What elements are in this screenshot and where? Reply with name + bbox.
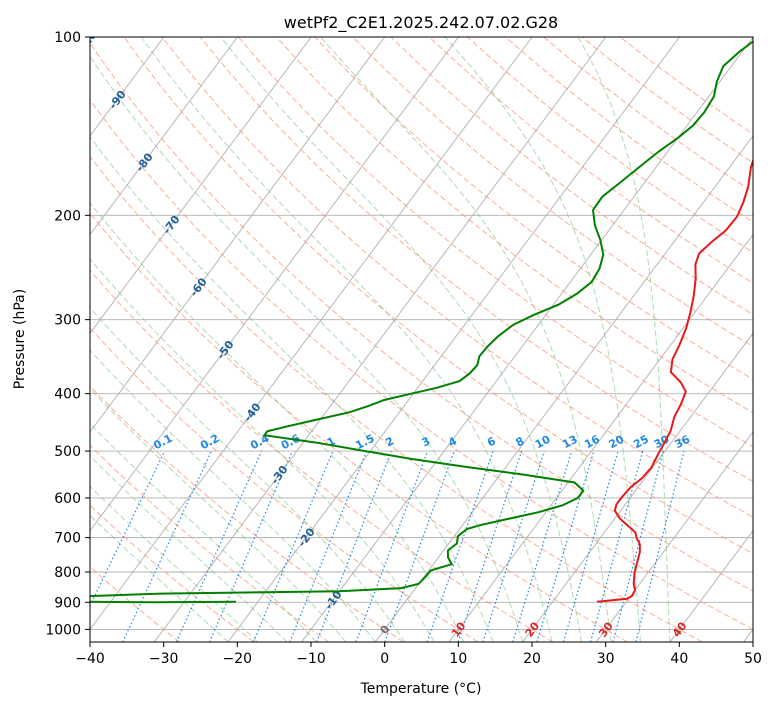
dry-adiabat-line — [161, 37, 753, 518]
moist-adiabat-line — [90, 55, 524, 642]
moist-adiabat-line — [90, 258, 435, 642]
dry-adiabat-line — [90, 327, 479, 642]
x-tick-label: 30 — [597, 651, 615, 667]
chart-title: wetPf2_C2E1.2025.242.07.02.G28 — [284, 13, 558, 33]
background-lines — [90, 37, 753, 642]
mixing-ratio-line — [635, 450, 685, 642]
moist-adiabat-line — [577, 37, 671, 642]
isotherm-gridline — [669, 529, 753, 642]
y-tick-label: 900 — [54, 595, 81, 611]
dry-adiabat-line — [90, 42, 753, 592]
isotherm-gridline — [595, 431, 753, 642]
mixing-ratio-line — [457, 450, 523, 642]
mixing-ratio-line — [482, 450, 545, 642]
moist-adiabat-line — [90, 387, 347, 642]
dry-adiabat-line — [123, 37, 753, 555]
y-tick-label: 100 — [54, 30, 81, 46]
mixing-ratio-line — [252, 450, 334, 642]
y-axis-label: Pressure (hPa) — [12, 289, 28, 389]
moist-adiabat-line — [90, 422, 317, 642]
moist-adiabat-line — [90, 485, 258, 642]
mixing-ratio-line — [90, 450, 166, 607]
dry-adiabat-line — [90, 155, 703, 642]
x-tick-label: 20 — [523, 651, 541, 667]
mixing-ratio-label: 20 — [607, 432, 627, 451]
mixing-ratio-label: 16 — [582, 432, 602, 451]
profiles — [90, 40, 753, 604]
moist-adiabat-line — [90, 135, 494, 642]
dry-adiabat-line — [428, 37, 753, 284]
x-tick-label: 10 — [449, 651, 467, 667]
dry-adiabat-line — [90, 212, 628, 642]
y-tick-label: 200 — [54, 208, 81, 224]
temperature-profile-line — [596, 157, 753, 603]
dewpoint-profile-line — [90, 40, 753, 604]
mixing-ratio-line — [384, 450, 455, 642]
isotherm-gridline — [374, 135, 753, 642]
y-tick-label: 500 — [54, 444, 81, 460]
x-tick-label: 0 — [380, 651, 389, 667]
mixing-ratio-label: 36 — [673, 432, 693, 451]
isotherm-gridline — [90, 37, 386, 433]
mixing-ratio-line — [122, 450, 213, 642]
isotherm-gridline — [90, 37, 238, 236]
y-tick-label: 400 — [54, 387, 81, 403]
moist-adiabat-line — [90, 349, 376, 642]
y-tick-label: 300 — [54, 313, 81, 329]
moist-adiabat-line — [320, 37, 612, 642]
x-tick-label: −10 — [296, 651, 326, 667]
x-axis-ticks: −40 −30 −20 −10 0 10 20 30 40 50 — [75, 642, 762, 667]
mixing-ratio-label: 10 — [533, 433, 553, 452]
dry-adiabat-line — [90, 99, 753, 630]
isotherm-gridline — [90, 37, 312, 335]
plot-frame — [89, 36, 754, 643]
x-axis-label: Temperature (°C) — [360, 681, 482, 697]
x-tick-label: 50 — [744, 651, 762, 667]
dry-adiabat-line — [90, 269, 554, 642]
moist-adiabat-line — [140, 37, 553, 642]
mixing-ratio-label: 13 — [560, 433, 580, 452]
mixing-ratio-line — [426, 450, 494, 642]
y-tick-label: 1000 — [45, 622, 81, 638]
mixing-ratio-line — [512, 450, 573, 642]
dry-adiabat-line — [352, 37, 753, 348]
y-tick-label: 700 — [54, 531, 81, 547]
isotherm-gridline — [90, 37, 533, 631]
x-tick-label: −30 — [149, 651, 179, 667]
isotherm-gridline — [227, 37, 680, 642]
dry-adiabat-line — [90, 566, 180, 642]
isotherm-gridline — [90, 37, 459, 532]
x-tick-label: −20 — [223, 651, 253, 667]
mixing-ratio-line — [175, 450, 263, 642]
y-tick-label: 800 — [54, 565, 81, 581]
mixing-ratio-line — [612, 450, 664, 642]
mixing-ratio-line — [536, 450, 595, 642]
moist-adiabat-line — [90, 455, 288, 642]
mixing-ratio-line — [589, 450, 644, 642]
x-tick-label: 40 — [670, 651, 688, 667]
dry-adiabat-line — [90, 385, 404, 642]
dry-adiabat-line — [199, 37, 753, 483]
dry-adiabat-line — [390, 37, 753, 316]
mixing-ratio-line — [562, 450, 619, 642]
mixing-ratio-labels: 0.1 0.2 0.4 0.6 1 1.5 2 3 4 6 8 10 13 16 20 25 30 36 — [151, 432, 692, 453]
isotherm-gridline — [522, 332, 753, 642]
dry-adiabat-line — [276, 37, 753, 414]
y-axis-ticks: 100 200 300 400 500 600 700 800 900 1000 — [45, 30, 90, 638]
isotherm-gridline — [153, 37, 607, 642]
mixing-ratio-label: 25 — [631, 433, 651, 452]
y-tick-label: 600 — [54, 491, 81, 507]
x-tick-label: −40 — [75, 651, 105, 667]
moist-adiabat-line — [220, 37, 583, 642]
mixing-ratio-line — [209, 450, 293, 642]
